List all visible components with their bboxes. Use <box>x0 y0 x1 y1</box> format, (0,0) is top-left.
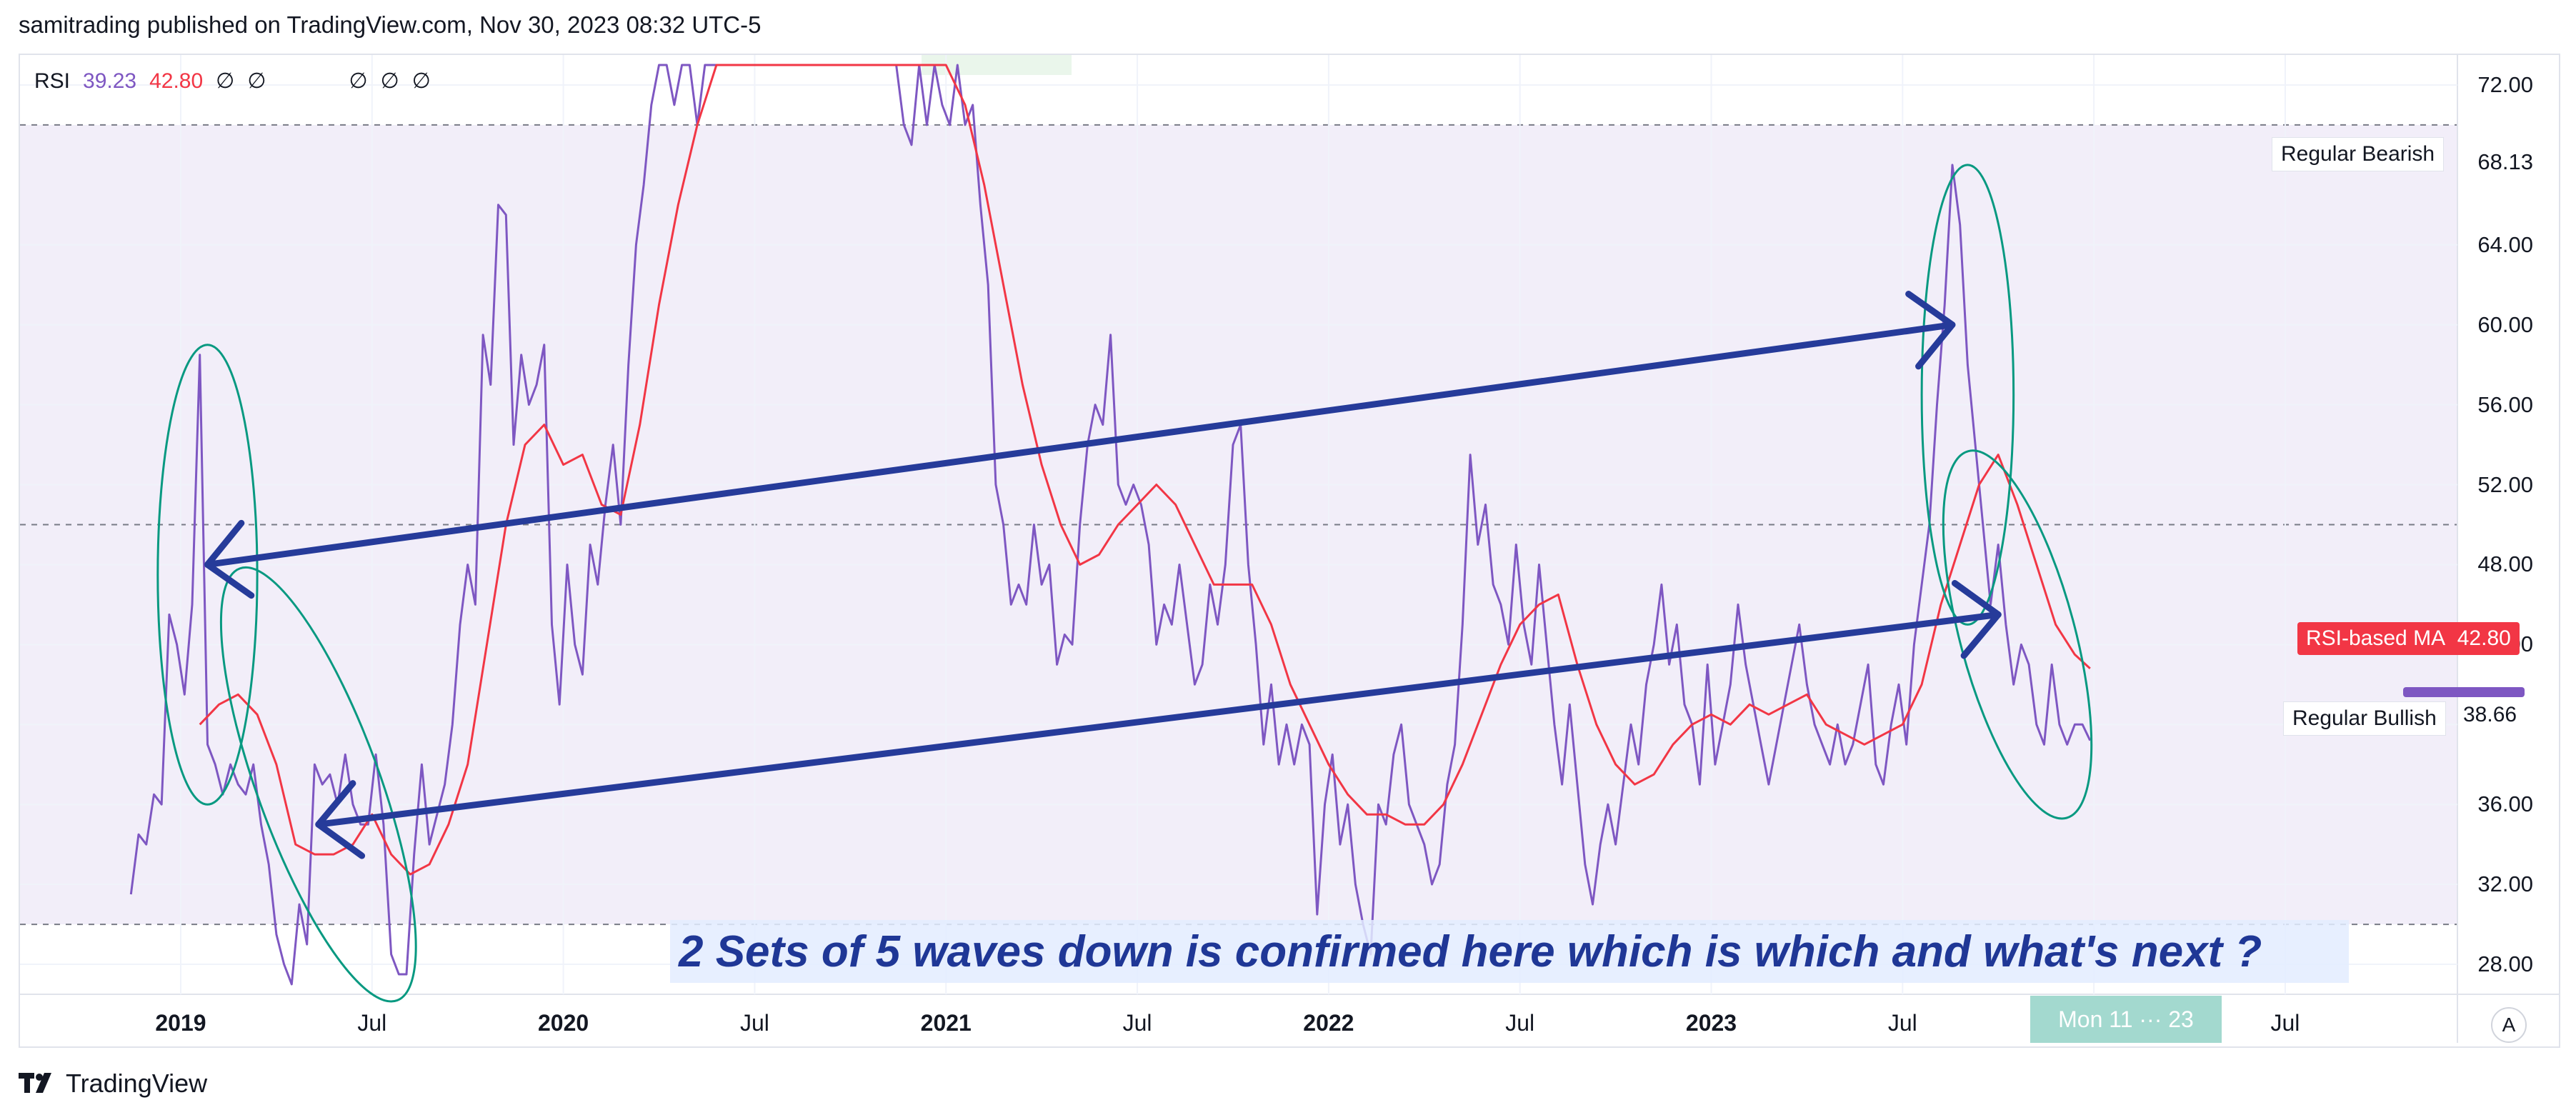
legend-indicator-name[interactable]: RSI <box>34 69 71 93</box>
divergence-ellipse-4 <box>1942 449 2093 820</box>
price-tick-label: 48.00 <box>2477 551 2533 577</box>
divergence-ellipse-1 <box>156 344 259 806</box>
price-tick-label: 52.00 <box>2477 471 2533 497</box>
legend-na-2: ∅ <box>247 69 266 93</box>
rsi-line <box>129 64 2092 986</box>
tradingview-logo-icon <box>19 1073 51 1093</box>
time-tick-label: 2022 <box>1303 1010 1354 1036</box>
price-tick-label: 72.00 <box>2477 71 2533 97</box>
time-tick-label: 2019 <box>155 1010 206 1036</box>
legend-na-4: ∅ <box>380 69 399 93</box>
time-tick-label: 2020 <box>538 1010 589 1036</box>
rsi-ma-tag: RSI-based MA 42.80 <box>2297 622 2520 655</box>
time-tick-label: 2023 <box>1685 1010 1737 1036</box>
bullish-value-tag: 38.66 <box>2463 703 2517 726</box>
divergence-ellipse-2 <box>219 566 417 1003</box>
legend-na-3: ∅ <box>349 69 368 93</box>
time-tick-label: Jul <box>739 1010 769 1036</box>
rsi-ma-tag-label: RSI-based MA <box>2306 626 2446 650</box>
time-tick-label: Jul <box>1887 1010 1917 1036</box>
publish-header: samitrading published on TradingView.com… <box>19 11 762 38</box>
indicator-legend: RSI 39.23 42.80 ∅ ∅ ∅ ∅ ∅ <box>34 69 431 94</box>
crosshair-date-label: Mon 11 ··· 23 <box>2030 996 2222 1043</box>
regular-bearish-label: Regular Bearish <box>2272 137 2445 171</box>
auto-scale-button[interactable]: A <box>2491 1007 2527 1043</box>
divergence-ellipse-3 <box>1920 164 2015 626</box>
tradingview-logo[interactable]: TradingView <box>19 1069 207 1099</box>
price-tick-label: 28.00 <box>2477 951 2533 977</box>
divergence-arrow-1-head-right <box>1905 291 1956 370</box>
rsi-ma-tag-value: 42.80 <box>2457 626 2511 650</box>
divergence-arrow-2 <box>315 611 2002 828</box>
time-tick-label: Jul <box>357 1010 387 1036</box>
time-tick-label: Jul <box>1122 1010 1152 1036</box>
divergence-arrow-2-head-left <box>315 780 366 859</box>
divergence-arrow-1 <box>204 321 1956 568</box>
legend-na-5: ∅ <box>411 69 431 93</box>
price-tick-label: 64.00 <box>2477 231 2533 257</box>
rsi-value-tag <box>2403 687 2525 697</box>
price-tick-label: 56.00 <box>2477 391 2533 417</box>
time-tick-label: Jul <box>1505 1010 1535 1036</box>
legend-rsi-value: 39.23 <box>83 69 137 93</box>
price-tick-label: 32.00 <box>2477 871 2533 897</box>
divergence-arrow-2-head-right <box>1951 579 2002 659</box>
price-tick-label: 68.13 <box>2477 149 2533 175</box>
price-tick-label: 60.00 <box>2477 311 2533 337</box>
chart-frame <box>19 54 2560 1048</box>
wave-annotation-text: 2 Sets of 5 waves down is confirmed here… <box>670 920 2349 983</box>
price-tick-label: 36.00 <box>2477 791 2533 817</box>
time-tick-label: 2021 <box>920 1010 972 1036</box>
tradingview-logo-text: TradingView <box>66 1069 208 1098</box>
rsi-ma-line <box>199 64 2091 876</box>
divergence-arrow-1-head-left <box>204 519 255 599</box>
legend-ma-value: 42.80 <box>149 69 204 93</box>
time-tick-label: Jul <box>2270 1010 2300 1036</box>
overbought-oversold-band <box>20 124 2457 925</box>
legend-na-1: ∅ <box>216 69 235 93</box>
regular-bullish-label: Regular Bullish <box>2283 701 2446 736</box>
